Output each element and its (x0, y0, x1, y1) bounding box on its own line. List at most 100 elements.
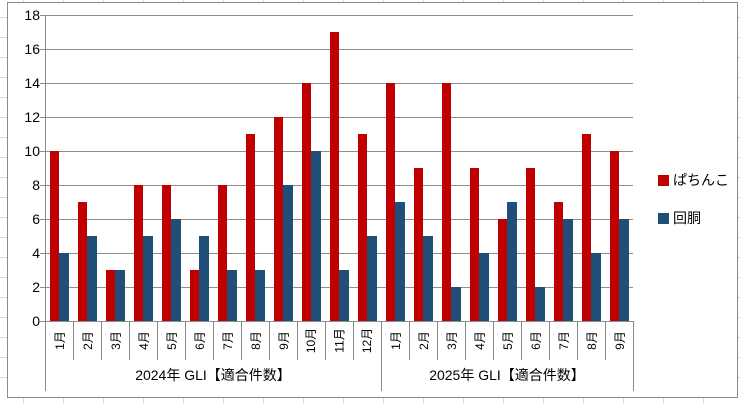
worksheet-column-line (223, 398, 224, 404)
bar-series-1-g0-8[interactable] (255, 270, 265, 321)
bar-series-0-g1-6[interactable] (525, 168, 535, 321)
category-separator (297, 321, 298, 360)
bar-series-1-g1-6[interactable] (535, 287, 545, 321)
x-tick-label: 9月 (612, 331, 627, 350)
worksheet-row-line (738, 117, 740, 118)
category-cell: 5月 (493, 321, 521, 360)
bar-series-1-g1-8[interactable] (591, 253, 601, 321)
x-tick-label: 4月 (136, 331, 151, 350)
x-tick-label: 7月 (556, 331, 571, 350)
bar-series-1-g0-2[interactable] (87, 236, 97, 321)
category-cell: 6月 (185, 321, 213, 360)
worksheet-column-line (263, 398, 264, 404)
x-tick-label: 10月 (304, 327, 319, 354)
bar-series-0-g1-1[interactable] (385, 83, 395, 321)
category-separator (185, 321, 186, 360)
bar-series-1-g0-12[interactable] (367, 236, 377, 321)
bar-series-1-g1-1[interactable] (395, 202, 405, 321)
x-tick-label: 1月 (52, 331, 67, 350)
legend-item-series-0[interactable]: ぱちんこ (658, 170, 729, 190)
bar-series-1-g0-3[interactable] (115, 270, 125, 321)
bar-series-0-g1-9[interactable] (609, 151, 619, 321)
worksheet-column-line (23, 398, 24, 404)
worksheet-row-line (0, 237, 7, 238)
x-tick-label: 8月 (584, 331, 599, 350)
bar-series-0-g0-6[interactable] (189, 270, 199, 321)
x-tick-label: 6月 (192, 331, 207, 350)
worksheet-row-line (738, 57, 740, 58)
gridline-y-10 (45, 151, 633, 152)
bar-series-0-g0-10[interactable] (301, 83, 311, 321)
worksheet-row-line (738, 377, 740, 378)
category-separator (409, 321, 410, 360)
bar-series-1-g1-9[interactable] (619, 219, 629, 321)
worksheet-column-line (63, 398, 64, 404)
bar-series-1-g0-1[interactable] (59, 253, 69, 321)
worksheet-column-line (23, 0, 24, 2)
worksheet-column-line (463, 0, 464, 2)
legend-swatch-kaidou-icon (658, 212, 669, 224)
bar-series-1-g0-7[interactable] (227, 270, 237, 321)
bar-series-0-g0-11[interactable] (329, 32, 339, 321)
category-separator (549, 321, 550, 360)
category-cell: 9月 (605, 321, 633, 360)
bar-series-1-g0-6[interactable] (199, 236, 209, 321)
bar-series-1-g0-9[interactable] (283, 185, 293, 321)
bar-series-1-g0-11[interactable] (339, 270, 349, 321)
worksheet-column-line (463, 398, 464, 404)
y-tick-label: 18 (24, 7, 40, 23)
bar-series-1-g1-7[interactable] (563, 219, 573, 321)
bar-series-1-g0-10[interactable] (311, 151, 321, 321)
bar-series-0-g0-12[interactable] (357, 134, 367, 321)
worksheet-row-line (0, 337, 7, 338)
worksheet-row-line (738, 317, 740, 318)
bar-series-1-g0-4[interactable] (143, 236, 153, 321)
bar-series-0-g0-8[interactable] (245, 134, 255, 321)
bar-series-0-g1-4[interactable] (469, 168, 479, 321)
bar-series-1-g1-4[interactable] (479, 253, 489, 321)
category-separator (213, 321, 214, 360)
x-tick-label: 5月 (500, 331, 515, 350)
x-tick-label: 11月 (332, 328, 347, 353)
category-cell: 1月 (381, 321, 409, 360)
worksheet-row-line (738, 277, 740, 278)
bar-series-0-g0-9[interactable] (273, 117, 283, 321)
bar-series-0-g0-5[interactable] (161, 185, 171, 321)
worksheet-column-line (663, 0, 664, 2)
worksheet-column-line (263, 0, 264, 2)
y-axis-tick (40, 321, 45, 322)
bar-series-0-g0-7[interactable] (217, 185, 227, 321)
worksheet-row-line (0, 297, 7, 298)
category-separator (325, 321, 326, 360)
worksheet-column-line (663, 398, 664, 404)
x-tick-label: 7月 (220, 331, 235, 350)
bar-series-1-g1-3[interactable] (451, 287, 461, 321)
bar-series-0-g0-3[interactable] (105, 270, 115, 321)
group-label-2024: 2024年 GLI【適合件数】 (135, 367, 291, 383)
worksheet-row-line (0, 357, 7, 358)
worksheet-row-line (738, 337, 740, 338)
bar-series-1-g0-5[interactable] (171, 219, 181, 321)
bar-series-0-g1-2[interactable] (413, 168, 423, 321)
worksheet-column-line (383, 0, 384, 2)
worksheet-column-line (703, 398, 704, 404)
category-cell: 7月 (213, 321, 241, 360)
bar-series-0-g1-5[interactable] (497, 219, 507, 321)
bar-series-0-g0-4[interactable] (133, 185, 143, 321)
category-cell: 4月 (465, 321, 493, 360)
worksheet-column-line (103, 398, 104, 404)
bar-series-0-g1-7[interactable] (553, 202, 563, 321)
bar-series-1-g1-2[interactable] (423, 236, 433, 321)
category-separator (521, 321, 522, 360)
bar-series-0-g1-8[interactable] (581, 134, 591, 321)
worksheet-row-line (0, 277, 7, 278)
category-separator (605, 321, 606, 360)
category-cell: 9月 (269, 321, 297, 360)
bar-series-0-g0-1[interactable] (49, 151, 59, 321)
bar-series-1-g1-5[interactable] (507, 202, 517, 321)
bar-series-0-g1-3[interactable] (441, 83, 451, 321)
worksheet-column-line (63, 0, 64, 2)
y-axis-line (45, 15, 46, 391)
legend-item-series-1[interactable]: 回胴 (658, 208, 729, 228)
bar-series-0-g0-2[interactable] (77, 202, 87, 321)
